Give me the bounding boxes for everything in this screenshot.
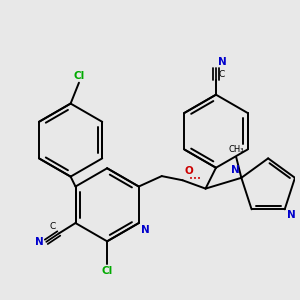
Text: •••: ••• [189, 176, 201, 182]
Text: N: N [141, 225, 150, 235]
Text: N: N [287, 210, 296, 220]
Text: Cl: Cl [73, 70, 85, 81]
Text: O: O [185, 166, 194, 176]
Text: C: C [50, 222, 56, 231]
Text: Cl: Cl [101, 266, 113, 276]
Text: N: N [35, 237, 44, 247]
Text: N: N [230, 165, 239, 175]
Text: C: C [218, 70, 224, 79]
Text: CH₃: CH₃ [228, 145, 244, 154]
Text: N: N [218, 56, 227, 67]
